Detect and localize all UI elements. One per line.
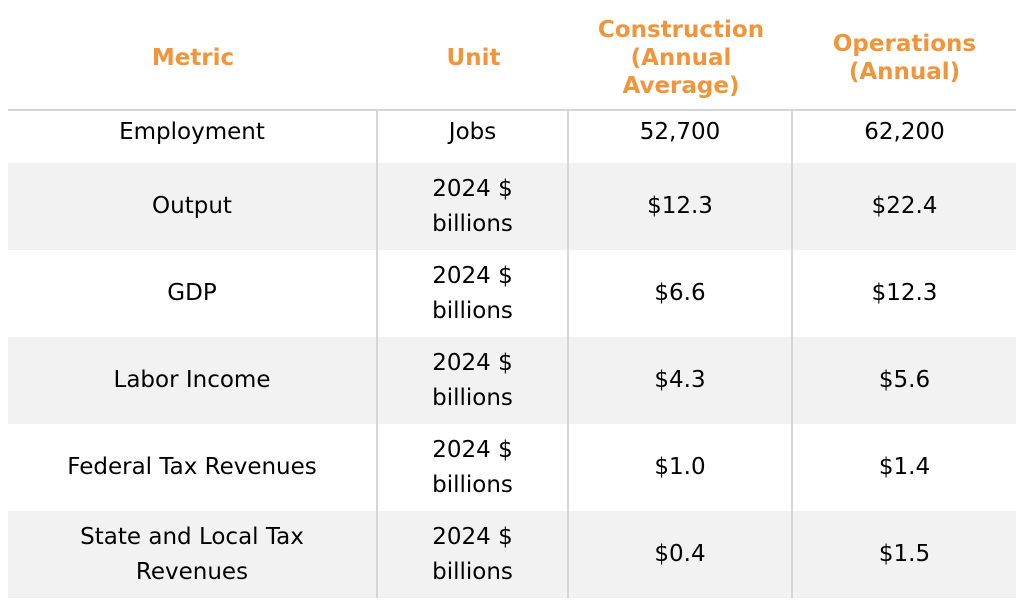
unit-cell: Jobs <box>378 111 569 163</box>
table-row: Labor Income 2024 $ billions $4.3 $5.6 <box>8 337 1016 424</box>
construction-cell: 52,700 <box>569 111 793 163</box>
construction-cell: $12.3 <box>569 163 793 250</box>
table-header-row: Metric Unit Construction (Annual Average… <box>8 0 1016 111</box>
header-metric: Metric <box>151 44 235 71</box>
metric-cell: Federal Tax Revenues <box>8 424 378 511</box>
operations-cell: $22.4 <box>871 193 938 219</box>
metric-cell: Output <box>8 163 378 250</box>
construction-cell: $1.0 <box>569 424 793 511</box>
operations-cell: $1.5 <box>878 541 931 567</box>
unit-cell: 2024 $ billions <box>378 163 569 250</box>
header-operations: Operations (Annual) <box>832 30 977 85</box>
operations-cell: $12.3 <box>871 280 938 306</box>
unit-cell: 2024 $ billions <box>378 424 569 511</box>
operations-cell: $1.4 <box>878 454 931 480</box>
construction-cell: $0.4 <box>569 511 793 598</box>
construction-cell: $4.3 <box>569 337 793 424</box>
unit-cell: 2024 $ billions <box>378 337 569 424</box>
unit-cell: 2024 $ billions <box>378 250 569 337</box>
table-row: Federal Tax Revenues 2024 $ billions $1.… <box>8 424 1016 511</box>
construction-cell: $6.6 <box>569 250 793 337</box>
operations-cell: 62,200 <box>864 119 945 145</box>
metric-cell: Labor Income <box>8 337 378 424</box>
table-row: State and Local Tax Revenues 2024 $ bill… <box>8 511 1016 598</box>
economic-impact-table: Metric Unit Construction (Annual Average… <box>8 0 1016 598</box>
header-construction: Construction (Annual Average) <box>597 16 765 99</box>
header-unit: Unit <box>446 44 501 71</box>
table-row: Output 2024 $ billions $12.3 $22.4 <box>8 163 1016 250</box>
operations-cell: $5.6 <box>878 367 931 393</box>
metric-cell: State and Local Tax Revenues <box>8 511 378 598</box>
unit-cell: 2024 $ billions <box>378 511 569 598</box>
table-row: GDP 2024 $ billions $6.6 $12.3 <box>8 250 1016 337</box>
table-row: Employment Jobs 52,700 62,200 <box>8 111 1016 163</box>
metric-cell: GDP <box>8 250 378 337</box>
metric-cell: Employment <box>8 111 378 163</box>
